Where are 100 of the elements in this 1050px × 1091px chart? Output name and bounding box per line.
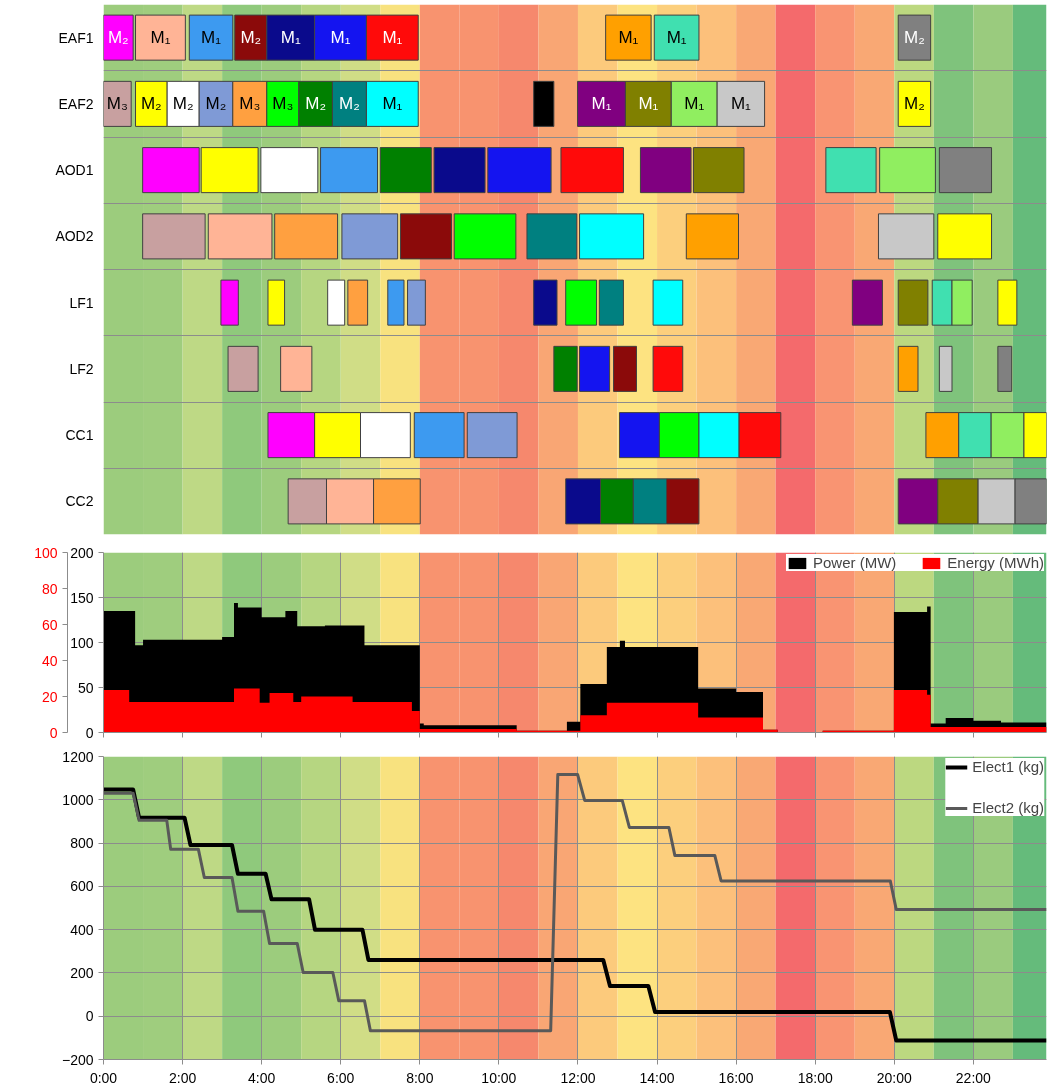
y2-tick-label: 40 (41, 652, 58, 669)
data-label: M₂ (339, 94, 360, 114)
bar (142, 213, 206, 260)
bar (897, 80, 932, 127)
data-label: M₃ (106, 94, 128, 114)
legend-label: Energy (MWh) (947, 554, 1044, 571)
data-label: M₂ (140, 94, 162, 114)
x-tick-label: 4:00 (248, 1069, 276, 1086)
bar (399, 213, 452, 260)
x-tick-label: 14:00 (639, 1069, 675, 1086)
data-label: M₁ (382, 94, 403, 114)
y-tick-label: CC1 (65, 427, 94, 444)
bar (227, 345, 259, 392)
y2-tick-label: 20 (41, 688, 58, 705)
data-label: M₁ (618, 28, 639, 48)
bar (267, 279, 286, 326)
data-label: M₂ (172, 94, 194, 114)
bar (320, 147, 378, 194)
bar (685, 213, 739, 260)
bar (605, 14, 652, 61)
bar (103, 80, 132, 127)
x-tick-label: 12:00 (560, 1069, 596, 1086)
bar (598, 279, 624, 326)
x-tick-label: 8:00 (406, 1069, 434, 1086)
y-tick-label: CC2 (65, 493, 94, 510)
bar (897, 279, 929, 326)
data-label: M₁ (150, 28, 171, 48)
y-tick-label: AOD1 (55, 162, 94, 179)
data-label: M₂ (305, 94, 327, 114)
bar (938, 147, 993, 194)
bar (937, 213, 993, 260)
bar (997, 279, 1018, 326)
data-label: M₂ (904, 28, 925, 48)
x-tick-label: 16:00 (718, 1069, 754, 1086)
data-label: M₁ (666, 28, 687, 48)
data-label: M₁ (638, 94, 659, 114)
x-tick-label: 20:00 (876, 1069, 913, 1086)
bar (413, 412, 465, 459)
data-label: M₁ (382, 28, 403, 48)
y-tick-label: EAF2 (58, 95, 94, 112)
bar (877, 213, 935, 260)
legend-label: Elect1 (kg) (972, 758, 1044, 775)
bar (347, 279, 369, 326)
y-tick-label: AOD2 (55, 228, 94, 245)
bar (652, 279, 684, 326)
bar (466, 412, 518, 459)
data-label: M₂ (240, 28, 262, 48)
bar (938, 345, 953, 392)
bar (327, 279, 346, 326)
bar (407, 279, 426, 326)
bar (533, 80, 555, 127)
bar (526, 213, 578, 260)
data-label: M₂ (904, 94, 925, 114)
bar (280, 345, 313, 392)
y-tick-label: 0 (85, 724, 94, 741)
y-tick-label: 200 (70, 964, 94, 981)
y-tick-label: LF2 (69, 360, 94, 377)
y-tick-label: LF1 (69, 294, 94, 311)
y-tick-label: 50 (77, 679, 94, 696)
y2-tick-label: 80 (41, 580, 58, 597)
bar (879, 147, 936, 194)
y-tick-label: EAF1 (58, 29, 94, 46)
data-label: M₂ (205, 94, 227, 114)
bar (897, 14, 932, 61)
bar (560, 147, 624, 194)
y-tick-label: 100 (70, 634, 94, 651)
legend-label: Elect2 (kg) (972, 799, 1044, 816)
data-label: M₃ (239, 94, 261, 114)
bar (579, 213, 645, 260)
y2-tick-label: 100 (34, 544, 58, 561)
data-label: M₂ (107, 28, 129, 48)
legend-label: Power (MW) (812, 554, 897, 571)
x-tick-label: 2:00 (168, 1069, 197, 1086)
y-tick-label: 0 (85, 1008, 94, 1025)
y2-tick-label: 60 (41, 616, 58, 633)
x-tick-label: 10:00 (481, 1069, 517, 1086)
bar (613, 345, 637, 392)
x-tick-label: 0:00 (89, 1069, 118, 1086)
y-tick-label: 150 (70, 589, 94, 606)
data-label: M₁ (201, 28, 222, 48)
bar (565, 279, 598, 326)
bar (653, 14, 700, 61)
data-label: M₃ (272, 94, 294, 114)
bar (220, 279, 239, 326)
data-label: M₁ (591, 94, 612, 114)
data-label: M₁ (280, 28, 301, 48)
x-tick-label: 22:00 (955, 1069, 992, 1086)
data-label: M₁ (330, 28, 351, 48)
x-tick-label: 6:00 (327, 1069, 355, 1086)
data-label: M₁ (730, 94, 752, 114)
bar (851, 279, 883, 326)
bar (453, 213, 517, 260)
y-tick-label: 400 (70, 921, 94, 938)
y-tick-label: 200 (70, 544, 94, 561)
bar (652, 345, 684, 392)
y-tick-label: 800 (70, 835, 94, 852)
y-tick-label: −200 (61, 1051, 94, 1068)
bar (897, 345, 919, 392)
bar (387, 279, 405, 326)
bar (533, 279, 558, 326)
